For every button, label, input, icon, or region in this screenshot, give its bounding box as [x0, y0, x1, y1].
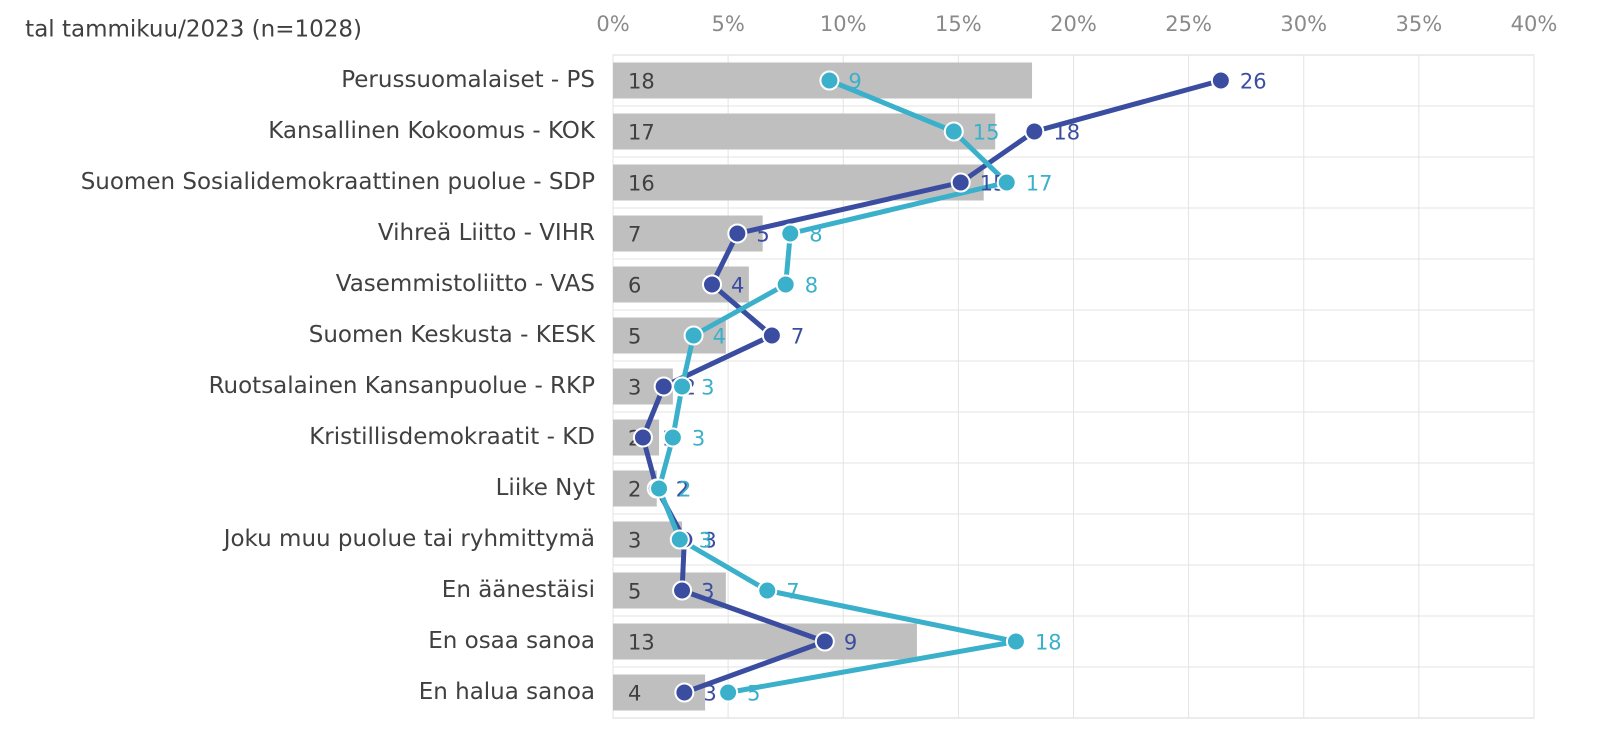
- marker: [775, 274, 796, 295]
- data-label: 2: [676, 478, 689, 502]
- bar-label: 17: [628, 121, 655, 145]
- marker: [943, 121, 964, 142]
- data-label: 26: [1240, 70, 1267, 94]
- bar-label: 7: [628, 223, 641, 247]
- x-tick-label: 15%: [935, 12, 982, 36]
- data-label: 17: [1026, 172, 1053, 196]
- data-label: 5: [747, 682, 760, 706]
- marker: [718, 682, 739, 703]
- bar: [613, 164, 984, 201]
- marker: [757, 580, 778, 601]
- x-tick-label: 40%: [1511, 12, 1558, 36]
- category-label: En äänestäisi: [442, 577, 595, 603]
- bar: [613, 317, 726, 354]
- bar-label: 16: [628, 172, 655, 196]
- category-label: Liike Nyt: [496, 475, 595, 501]
- x-tick-label: 20%: [1050, 12, 1097, 36]
- bar-label: 3: [628, 376, 641, 400]
- chart-title: tal tammikuu/2023 (n=1028): [25, 17, 362, 43]
- category-label: Vasemmistoliitto - VAS: [336, 271, 595, 297]
- data-label: 3: [703, 529, 716, 553]
- data-label: 3: [692, 427, 705, 451]
- marker: [727, 223, 748, 244]
- category-label: Suomen Sosialidemokraattinen puolue - SD…: [81, 169, 595, 195]
- x-tick-label: 5%: [711, 12, 744, 36]
- data-label: 5: [756, 223, 769, 247]
- category-label: Kristillisdemokraatit - KD: [309, 424, 595, 450]
- bar: [613, 113, 996, 150]
- bar: [613, 623, 917, 660]
- category-label: Joku muu puolue tai ryhmittymä: [222, 526, 595, 552]
- data-label: 3: [703, 682, 716, 706]
- data-label: 4: [731, 274, 744, 298]
- data-label: 3: [701, 376, 714, 400]
- category-label: Suomen Keskusta - KESK: [309, 322, 596, 348]
- marker: [1005, 631, 1026, 652]
- marker: [674, 682, 695, 703]
- category-label: Perussuomalaiset - PS: [341, 67, 595, 93]
- marker: [761, 325, 782, 346]
- marker: [950, 172, 971, 193]
- category-label: Kansallinen Kokoomus - KOK: [268, 118, 596, 144]
- x-tick-label: 35%: [1396, 12, 1443, 36]
- data-label: 4: [713, 325, 726, 349]
- x-tick-label: 0%: [596, 12, 629, 36]
- marker: [996, 172, 1017, 193]
- marker: [669, 529, 690, 550]
- x-tick-label: 10%: [820, 12, 867, 36]
- marker: [780, 223, 801, 244]
- data-label: 9: [844, 631, 857, 655]
- marker: [819, 70, 840, 91]
- marker: [814, 631, 835, 652]
- bar-label: 6: [628, 274, 641, 298]
- data-label: 9: [848, 70, 861, 94]
- bar-label: 18: [628, 70, 655, 94]
- marker: [683, 325, 704, 346]
- category-label: Vihreä Liitto - VIHR: [378, 220, 595, 246]
- bar-label: 5: [628, 580, 641, 604]
- x-tick-label: 25%: [1165, 12, 1212, 36]
- marker: [1210, 70, 1231, 91]
- marker: [672, 580, 693, 601]
- marker: [672, 376, 693, 397]
- data-label: 18: [1035, 631, 1062, 655]
- bar-label: 2: [628, 478, 641, 502]
- marker: [649, 478, 670, 499]
- bar-label: 13: [628, 631, 655, 655]
- data-label: 3: [699, 529, 712, 553]
- marker: [653, 376, 674, 397]
- bar-label: 3: [628, 529, 641, 553]
- data-label: 2: [678, 478, 691, 502]
- data-label: 8: [809, 223, 822, 247]
- marker: [702, 274, 723, 295]
- category-label: En halua sanoa: [419, 679, 595, 705]
- bar-label: 4: [628, 682, 641, 706]
- data-label: 8: [805, 274, 818, 298]
- bar-label: 5: [628, 325, 641, 349]
- data-label: 7: [786, 580, 799, 604]
- bar: [613, 572, 726, 609]
- marker: [632, 427, 653, 448]
- marker: [1024, 121, 1045, 142]
- data-label: 3: [701, 580, 714, 604]
- category-label: En osaa sanoa: [428, 628, 595, 654]
- data-label: 7: [791, 325, 804, 349]
- marker: [662, 427, 683, 448]
- x-tick-label: 30%: [1280, 12, 1327, 36]
- category-label: Ruotsalainen Kansanpuolue - RKP: [209, 373, 596, 399]
- data-label: 15: [973, 121, 1000, 145]
- data-label: 18: [1053, 121, 1080, 145]
